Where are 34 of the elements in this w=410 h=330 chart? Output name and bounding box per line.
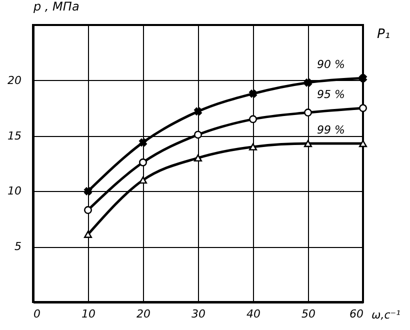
point — [194, 107, 202, 116]
point — [194, 154, 202, 162]
series-label: 95 % — [317, 88, 345, 102]
x-tick-label: 30 — [192, 308, 206, 320]
point — [194, 130, 202, 139]
y-tick-label: 5 — [14, 240, 22, 254]
y-tick-label: 10 — [8, 184, 22, 198]
x-tick-label: 60 — [350, 308, 364, 320]
point — [139, 138, 147, 146]
point — [358, 140, 368, 148]
point — [248, 143, 258, 150]
point — [138, 158, 148, 166]
series-label: 99 % — [317, 124, 345, 137]
x-axis-title: ω,с⁻¹ — [372, 308, 400, 322]
point — [304, 78, 312, 87]
x-tick-label: 20 — [136, 308, 150, 320]
x-tick-label: 50 — [302, 308, 316, 320]
y-axis-title: p , МПа — [32, 0, 80, 14]
point — [304, 108, 312, 117]
point — [249, 90, 257, 98]
point — [248, 115, 258, 124]
x-tick-label: 10 — [82, 308, 96, 320]
point — [304, 140, 312, 148]
point — [359, 74, 367, 82]
point — [84, 206, 92, 214]
legend-title: P₁ — [377, 27, 390, 42]
y-tick-label: 15 — [8, 129, 22, 142]
point — [84, 230, 92, 238]
x-tick-label: 0 — [34, 308, 40, 320]
y-tick-label: 20 — [8, 74, 22, 87]
point — [84, 187, 92, 196]
x-tick-label: 40 — [246, 308, 260, 320]
point — [358, 104, 368, 112]
series-label: 90 % — [317, 58, 345, 72]
